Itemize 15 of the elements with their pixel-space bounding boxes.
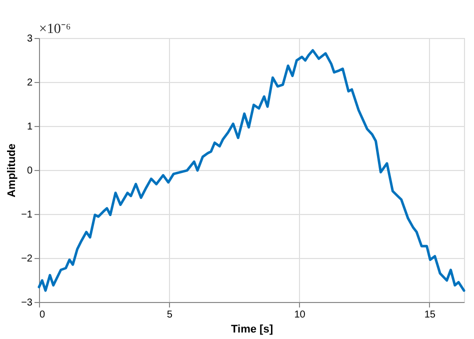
y-tick-label: 3 [26,34,33,44]
y-tick-label: −1 [21,210,33,220]
y-tick-label: 2 [26,78,33,88]
y-tick-label: −2 [21,254,33,264]
x-tick-label: 10 [294,310,306,320]
y-tick-label: 0 [26,166,33,176]
y-axis-title: Amplitude [6,144,18,198]
y-tick-label: 1 [26,122,33,132]
x-tick-label: 5 [166,310,173,320]
x-axis-title: Time [s] [231,324,274,336]
x-tick-label: 15 [424,310,436,320]
x-tick-label: 0 [40,310,46,320]
text: ×10⁻⁶ [39,22,71,37]
line-series [38,49,466,292]
y-tick-label: −3 [21,298,33,308]
